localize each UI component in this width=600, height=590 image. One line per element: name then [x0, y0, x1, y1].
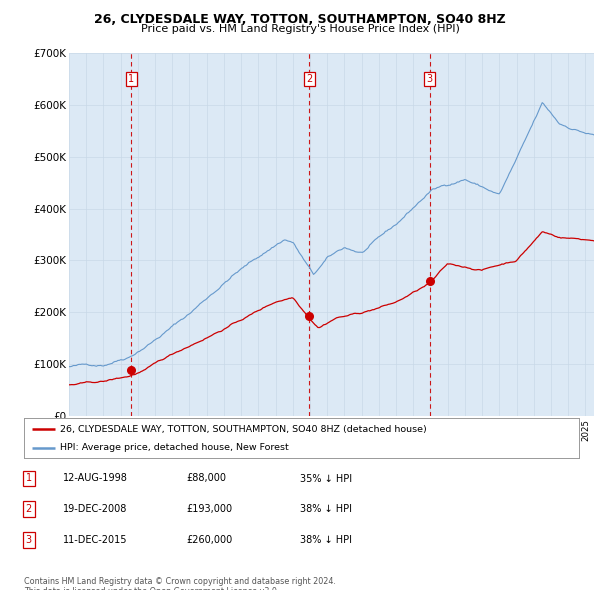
Text: 2: 2 [26, 504, 32, 514]
Text: HPI: Average price, detached house, New Forest: HPI: Average price, detached house, New … [60, 443, 289, 452]
Text: 38% ↓ HPI: 38% ↓ HPI [300, 535, 352, 545]
Text: 26, CLYDESDALE WAY, TOTTON, SOUTHAMPTON, SO40 8HZ (detached house): 26, CLYDESDALE WAY, TOTTON, SOUTHAMPTON,… [60, 425, 427, 434]
Text: 11-DEC-2015: 11-DEC-2015 [63, 535, 128, 545]
Text: £88,000: £88,000 [186, 474, 226, 483]
Text: 3: 3 [427, 74, 433, 84]
Text: Contains HM Land Registry data © Crown copyright and database right 2024.
This d: Contains HM Land Registry data © Crown c… [24, 577, 336, 590]
Text: 12-AUG-1998: 12-AUG-1998 [63, 474, 128, 483]
Text: 35% ↓ HPI: 35% ↓ HPI [300, 474, 352, 483]
Text: 2: 2 [306, 74, 313, 84]
Text: 3: 3 [26, 535, 32, 545]
Text: £260,000: £260,000 [186, 535, 232, 545]
Text: 26, CLYDESDALE WAY, TOTTON, SOUTHAMPTON, SO40 8HZ: 26, CLYDESDALE WAY, TOTTON, SOUTHAMPTON,… [94, 13, 506, 26]
Text: 19-DEC-2008: 19-DEC-2008 [63, 504, 127, 514]
Text: £193,000: £193,000 [186, 504, 232, 514]
Text: 1: 1 [26, 474, 32, 483]
Text: 1: 1 [128, 74, 134, 84]
Text: 38% ↓ HPI: 38% ↓ HPI [300, 504, 352, 514]
Text: Price paid vs. HM Land Registry's House Price Index (HPI): Price paid vs. HM Land Registry's House … [140, 24, 460, 34]
